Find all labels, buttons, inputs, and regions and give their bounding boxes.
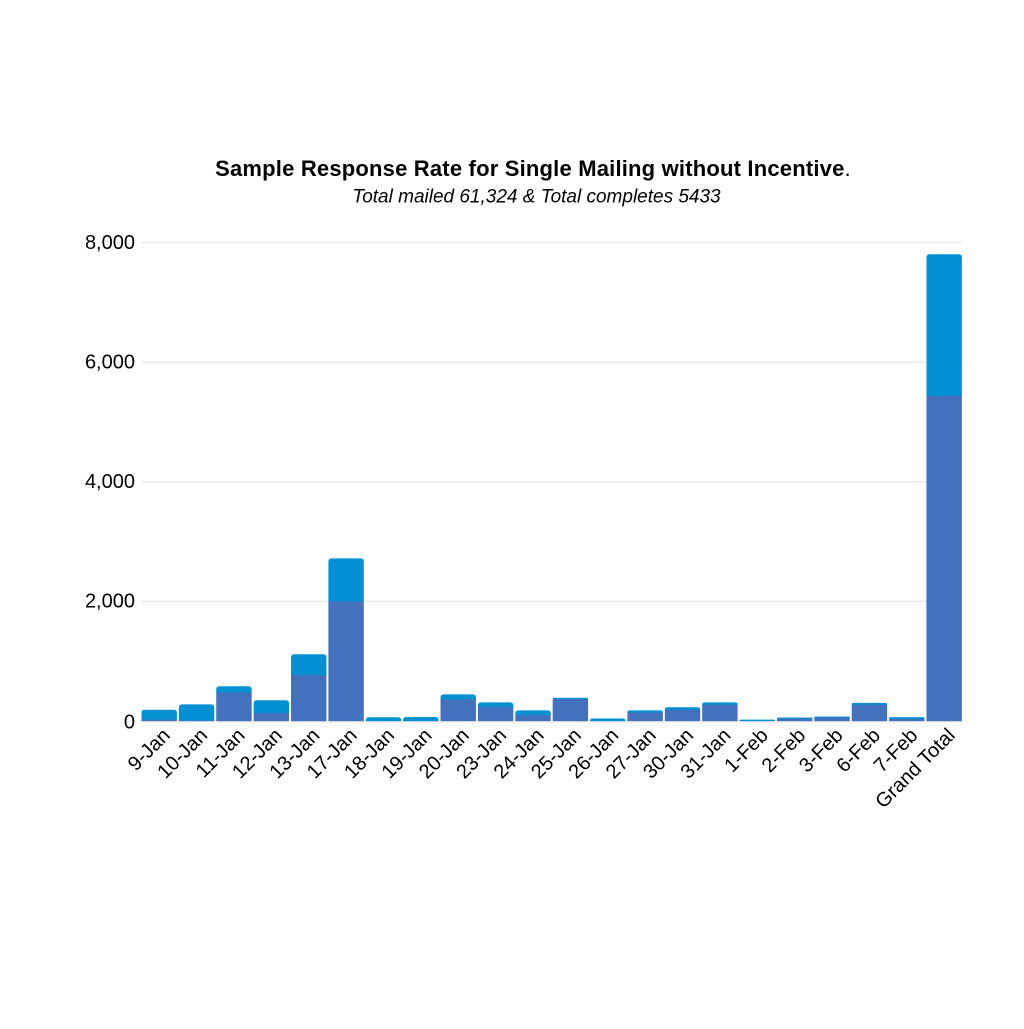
svg-text:Total mailed 61,324 & Total co: Total mailed 61,324 & Total completes 54… xyxy=(352,186,721,207)
svg-text:Sample Response Rate for Singl: Sample Response Rate for Single Mailing … xyxy=(215,156,851,181)
svg-text:4,000: 4,000 xyxy=(85,471,135,493)
svg-text:8,000: 8,000 xyxy=(85,232,135,254)
svg-text:2,000: 2,000 xyxy=(85,591,135,613)
svg-text:0: 0 xyxy=(124,712,135,734)
svg-text:6,000: 6,000 xyxy=(85,351,135,373)
